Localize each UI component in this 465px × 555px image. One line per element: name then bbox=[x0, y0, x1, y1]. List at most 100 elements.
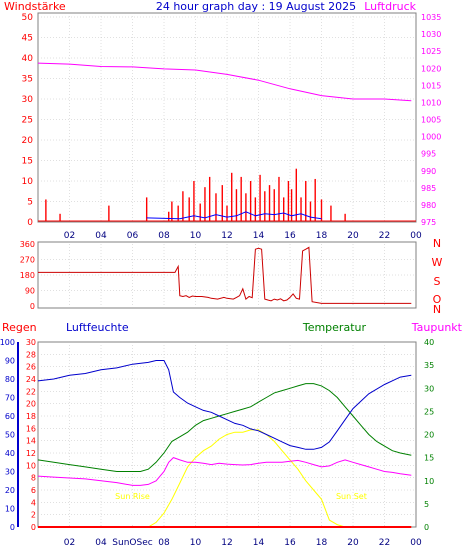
x-tick-label: 12 bbox=[221, 231, 232, 241]
dewpoint-axis-label: Taupunkt bbox=[411, 321, 463, 334]
temperature-tick-label: 25 bbox=[424, 407, 434, 416]
x-tick-label: 02 bbox=[64, 538, 75, 548]
humidity-tick-label: 10 bbox=[5, 505, 15, 514]
rain-tick-label: 4 bbox=[31, 498, 36, 507]
pressure-tick-label: 985 bbox=[421, 184, 436, 193]
wind-panel-grid: 0510152025303540455097598098599099510001… bbox=[22, 13, 441, 241]
x-tick-label: 08 bbox=[158, 538, 170, 548]
x-tick-label: 12 bbox=[221, 538, 232, 548]
x-tick-label: 08 bbox=[158, 231, 170, 241]
humidity-tick-label: 100 bbox=[0, 338, 15, 347]
wind-tick-label: 20 bbox=[22, 136, 34, 146]
temperature-axis-label: Temperatur bbox=[302, 321, 367, 334]
humidity-tick-label: 90 bbox=[5, 357, 15, 366]
direction-tick-label: 90 bbox=[25, 287, 35, 296]
humidity-tick-label: 50 bbox=[5, 431, 15, 440]
wind-panel-marks bbox=[37, 62, 416, 222]
rain-tick-label: 0 bbox=[31, 523, 36, 532]
pressure-tick-label: 990 bbox=[421, 167, 436, 176]
pressure-tick-label: 1035 bbox=[421, 13, 441, 22]
rain-tick-label: 24 bbox=[26, 375, 36, 384]
pressure-tick-label: 1030 bbox=[421, 30, 441, 39]
humidity-tick-label: 0 bbox=[10, 523, 15, 532]
direction-panel-marks bbox=[38, 246, 412, 304]
temperature-tick-label: 10 bbox=[424, 477, 434, 486]
x-tick-label: 22 bbox=[379, 538, 390, 548]
compass-label: W bbox=[432, 256, 443, 269]
humidity-tick-label: 20 bbox=[5, 486, 15, 495]
pressure-tick-label: 1005 bbox=[421, 116, 441, 125]
humidity-tick-label: 60 bbox=[5, 412, 15, 421]
dewpoint-line bbox=[37, 457, 412, 486]
sunrise-label: Sun Rise bbox=[115, 492, 150, 501]
rain-tick-label: 28 bbox=[26, 350, 36, 359]
rain-tick-label: 22 bbox=[26, 387, 36, 396]
wind-tick-label: 15 bbox=[22, 157, 33, 167]
wind-tick-label: 45 bbox=[22, 34, 33, 44]
x-tick-label: 16 bbox=[284, 538, 296, 548]
x-tick-label: 00 bbox=[410, 538, 422, 548]
rain-tick-label: 26 bbox=[26, 363, 36, 372]
x-tick-label: 10 bbox=[190, 231, 202, 241]
rain-tick-label: 12 bbox=[26, 449, 36, 458]
temperature-tick-label: 0 bbox=[424, 523, 429, 532]
x-tick-label: 14 bbox=[253, 231, 265, 241]
compass-label: N bbox=[433, 237, 441, 250]
humidity-axis-label: Luftfeuchte bbox=[66, 321, 129, 334]
x-tick-label: 18 bbox=[316, 538, 328, 548]
pressure-axis-label: Luftdruck bbox=[364, 0, 416, 13]
direction-tick-label: 0 bbox=[30, 302, 35, 311]
pressure-tick-label: 980 bbox=[421, 201, 436, 210]
solar-line bbox=[38, 429, 412, 528]
temperature-tick-label: 30 bbox=[424, 384, 434, 393]
x-tick-label: 20 bbox=[347, 231, 359, 241]
wind-tick-label: 40 bbox=[22, 54, 34, 64]
direction-tick-label: 180 bbox=[20, 271, 35, 280]
wind-direction-line bbox=[38, 246, 412, 304]
wind-axis-label: Windstärke bbox=[4, 0, 66, 13]
compass-label: N bbox=[433, 303, 441, 316]
x-tick-label: 00 bbox=[410, 231, 422, 241]
average-wind-line bbox=[146, 211, 322, 220]
pressure-tick-label: 1020 bbox=[421, 64, 441, 73]
x-tick-label: 04 bbox=[95, 231, 107, 241]
temperature-tick-label: 5 bbox=[424, 500, 429, 509]
rain-tick-label: 20 bbox=[26, 400, 36, 409]
x-tick-label: SunOSec bbox=[112, 538, 152, 548]
direction-tick-label: 270 bbox=[20, 256, 35, 265]
pressure-tick-label: 975 bbox=[421, 218, 436, 227]
x-tick-label: 14 bbox=[253, 538, 265, 548]
chart-title: 24 hour graph day : 19 August 2025 bbox=[156, 0, 356, 13]
pressure-tick-label: 1010 bbox=[421, 98, 441, 107]
humidity-line bbox=[37, 360, 412, 450]
rain-tick-label: 8 bbox=[31, 474, 36, 483]
rain-axis-label: Regen bbox=[2, 321, 37, 334]
pressure-tick-label: 1000 bbox=[421, 133, 441, 142]
pressure-line bbox=[37, 62, 412, 102]
compass-label: S bbox=[434, 275, 441, 288]
rain-tick-label: 6 bbox=[31, 486, 36, 495]
direction-tick-label: 360 bbox=[20, 240, 35, 249]
pressure-tick-label: 1015 bbox=[421, 81, 441, 90]
humidity-tick-label: 40 bbox=[5, 449, 15, 458]
wind-tick-label: 25 bbox=[22, 116, 33, 126]
temperature-tick-label: 40 bbox=[424, 338, 434, 347]
temperature-tick-label: 35 bbox=[424, 361, 434, 370]
wind-tick-label: 0 bbox=[27, 218, 33, 228]
pressure-tick-label: 1025 bbox=[421, 47, 441, 56]
temperature-tick-label: 15 bbox=[424, 454, 434, 463]
x-tick-label: 22 bbox=[379, 231, 390, 241]
rain-tick-label: 2 bbox=[31, 511, 36, 520]
x-tick-label: 02 bbox=[64, 231, 75, 241]
rain-tick-label: 30 bbox=[26, 338, 36, 347]
temperature-tick-label: 20 bbox=[424, 431, 434, 440]
wind-tick-label: 30 bbox=[22, 95, 34, 105]
climate-panel-grid: 0246810121416182022242628300102030405060… bbox=[0, 338, 434, 548]
pressure-tick-label: 995 bbox=[421, 150, 436, 159]
x-tick-label: 16 bbox=[284, 231, 296, 241]
compass-label: O bbox=[433, 293, 442, 306]
humidity-tick-label: 30 bbox=[5, 468, 15, 477]
x-tick-label: 10 bbox=[190, 538, 202, 548]
